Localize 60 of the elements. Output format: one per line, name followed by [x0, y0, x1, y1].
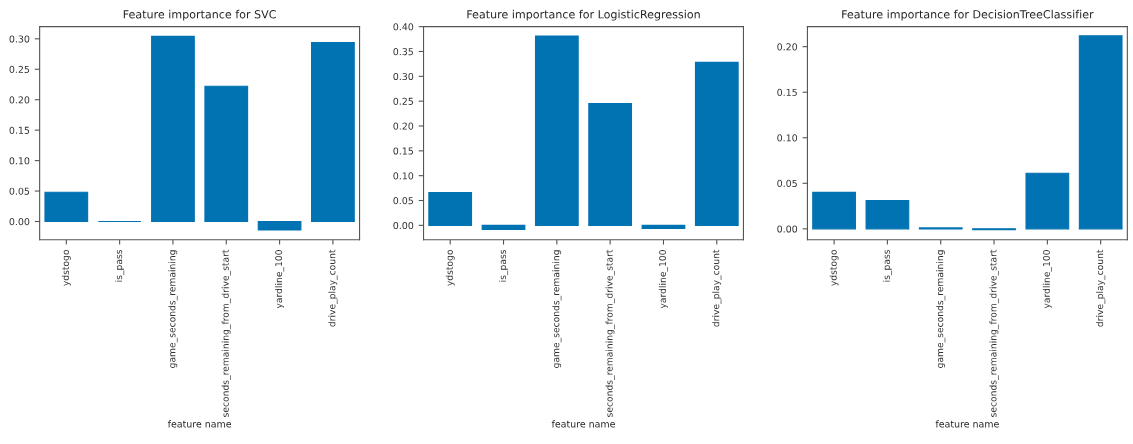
x-tick-label: drive_play_count — [712, 249, 722, 327]
bar — [812, 191, 856, 230]
y-tick-label: 0.05 — [393, 197, 413, 205]
x-tick-label: yardline_100 — [1042, 250, 1052, 309]
x-axis-title: feature name — [935, 420, 999, 428]
y-tick-label: 0.20 — [777, 43, 798, 51]
x-tick-label: yardline_100 — [658, 250, 669, 309]
x-tick-label: is_pass — [882, 249, 892, 282]
y-tick-label: 0.15 — [777, 88, 797, 96]
bar — [588, 103, 633, 226]
y-tick-label: 0.15 — [393, 147, 413, 155]
bar — [311, 41, 355, 223]
y-tick-label: 0.30 — [393, 72, 414, 81]
y-tick-label: 0.35 — [393, 48, 413, 56]
bar — [428, 192, 473, 226]
chart-title: Feature importance for SVC — [123, 9, 276, 21]
bar — [44, 191, 89, 223]
x-tick-label: is_pass — [115, 249, 125, 282]
chart-title: Feature importance for DecisionTreeClassifier — [842, 9, 1094, 21]
y-tick-label: 0.10 — [777, 134, 798, 142]
bar — [694, 61, 739, 226]
y-tick-label: 0.05 — [9, 187, 30, 195]
x-tick-label: game_seconds_remaining — [552, 250, 562, 368]
x-tick-label: game_seconds_remaining — [168, 250, 178, 368]
y-tick-label: 0.20 — [9, 96, 30, 104]
bar — [641, 224, 686, 229]
bar — [204, 85, 249, 223]
bar — [534, 35, 579, 226]
x-tick-label: is_pass — [498, 249, 509, 282]
x-tick-label: seconds_remaining_from_drive_start — [221, 249, 231, 417]
x-axis-title: feature name — [167, 420, 232, 428]
bar — [1078, 35, 1123, 230]
bar — [865, 200, 910, 230]
chart-title: Feature importance for LogisticRegression — [467, 9, 700, 21]
y-tick-label: 0.30 — [9, 35, 30, 43]
x-tick-label: ydstogo — [445, 249, 455, 286]
x-tick-label: drive_play_count — [1096, 249, 1106, 327]
y-tick-label: 0.25 — [9, 65, 30, 73]
y-tick-label: 0.20 — [393, 122, 414, 130]
y-tick-label: 0.10 — [9, 157, 30, 165]
x-axis-title: feature name — [551, 420, 615, 428]
bar — [257, 220, 302, 231]
bar — [1025, 172, 1070, 230]
y-tick-label: 0.40 — [393, 23, 414, 31]
x-tick-label: drive_play_count — [328, 249, 338, 327]
y-tick-label: 0.00 — [393, 221, 414, 230]
y-tick-label: 0.00 — [9, 218, 30, 226]
x-tick-label: ydstogo — [61, 249, 71, 286]
y-tick-label: 0.05 — [777, 179, 797, 188]
bar — [151, 35, 195, 223]
x-tick-label: seconds_remaining_from_drive_start — [989, 249, 999, 417]
bar — [481, 224, 526, 230]
y-tick-label: 0.00 — [777, 225, 798, 233]
x-tick-label: seconds_remaining_from_drive_start — [605, 249, 615, 417]
x-tick-label: game_seconds_remaining — [936, 250, 946, 368]
y-tick-label: 0.15 — [9, 126, 30, 134]
y-tick-label: 0.25 — [393, 97, 413, 105]
x-tick-label: yardline_100 — [275, 250, 285, 309]
x-tick-label: ydstogo — [829, 249, 839, 286]
y-tick-label: 0.10 — [393, 172, 414, 180]
